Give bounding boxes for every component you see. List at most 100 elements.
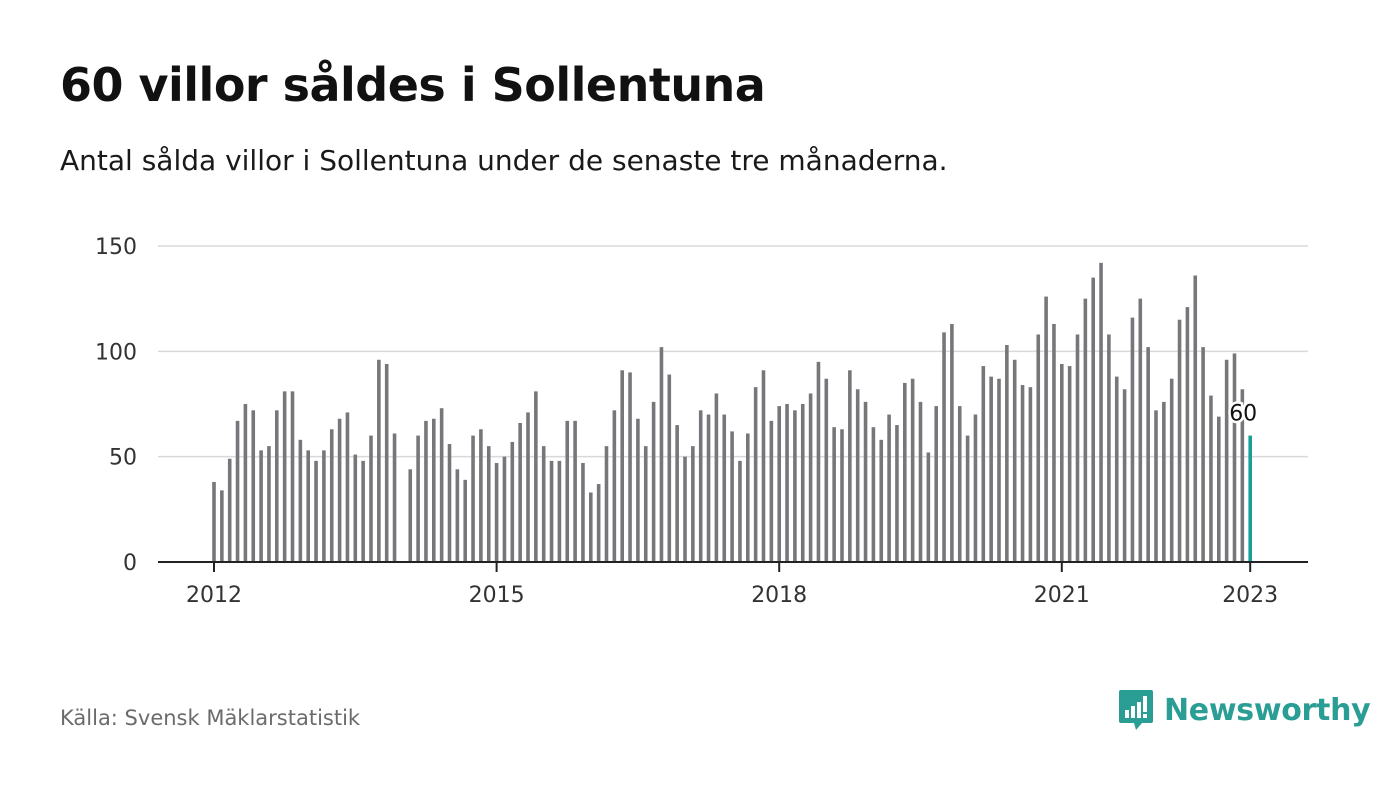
x-tick-label: 2012 [186,583,242,608]
bar [1075,334,1080,562]
bar [651,401,656,562]
x-tick-label: 2023 [1222,583,1278,608]
bar [1012,359,1017,562]
bar [730,431,734,562]
bar [227,458,232,562]
bar [596,484,601,562]
bar [793,410,797,562]
bar [965,435,970,562]
bar [722,414,727,562]
bar [463,479,467,562]
x-tick-label: 2021 [1034,583,1090,608]
bar [1099,262,1103,562]
bar [479,429,483,562]
bar [950,323,954,562]
bar [808,393,813,562]
bar [1217,416,1221,562]
bar [1060,363,1064,562]
bar [785,404,789,562]
bar [251,410,256,562]
bar [918,401,923,562]
bar [989,376,993,562]
bar [1107,334,1111,562]
bar [1154,410,1158,562]
bar [620,370,624,562]
bar [997,378,1001,562]
bar [816,361,821,562]
bar [848,370,852,562]
bar [1146,347,1150,562]
bar [549,460,554,562]
bar [824,378,829,562]
bar [879,439,884,562]
bar [1083,298,1088,562]
bar [1201,347,1205,562]
bar [675,425,679,562]
bar [275,410,279,562]
bar [1036,334,1041,562]
bar [243,404,248,562]
bar [1162,401,1166,562]
bars [212,262,1252,562]
bar [981,366,986,562]
bar [314,460,318,562]
highlight-value-label: 60 [1229,402,1257,427]
labels: 0 50 100 150 2012 2015 2018 2021 2023 60 [95,235,1278,608]
bar [761,370,766,562]
bar [714,393,719,562]
bar [777,406,781,562]
bar [1193,275,1198,562]
bar [934,406,938,562]
bar [471,435,475,562]
bar [855,389,860,562]
bar [455,469,460,562]
source-note: Källa: Svensk Mäklarstatistik [60,706,361,730]
bar [942,332,946,562]
bar [1185,307,1190,562]
bar [910,378,915,562]
bar [424,420,428,562]
page-title: 60 villor såldes i Sollentuna [60,58,766,112]
y-tick-label: 0 [123,551,137,576]
bar [589,492,593,562]
bar [1020,385,1025,562]
bar [698,410,703,562]
gridlines [158,245,1308,458]
bar [903,382,907,562]
bar [840,429,844,562]
bar [235,420,240,562]
page-subtitle: Antal sålda villor i Sollentuna under de… [60,144,948,177]
bar [384,363,389,562]
bar [337,418,342,562]
bar [612,410,617,562]
bar [416,435,420,562]
bar [643,446,648,562]
bar [581,462,585,562]
y-tick-label: 50 [109,446,137,471]
bar [871,427,876,562]
bar [290,391,295,562]
bar [887,414,891,562]
bar [1005,345,1009,562]
bar [510,441,515,562]
bar [1028,387,1033,562]
bar [1224,359,1229,562]
bar [322,450,326,562]
bar-chart-speech-bubble-icon [1119,690,1153,730]
bar [259,450,263,562]
bar [800,404,805,562]
bar [926,452,931,562]
bar [1240,389,1245,562]
y-tick-label: 100 [95,340,137,365]
bar [1209,395,1213,562]
bar [526,412,530,562]
bar [298,439,303,562]
x-tick-label: 2015 [469,583,525,608]
bar [691,446,695,562]
bar [1177,319,1182,562]
bar [1232,353,1237,562]
bar [377,359,381,562]
bar [220,490,224,562]
bar [1169,378,1174,562]
